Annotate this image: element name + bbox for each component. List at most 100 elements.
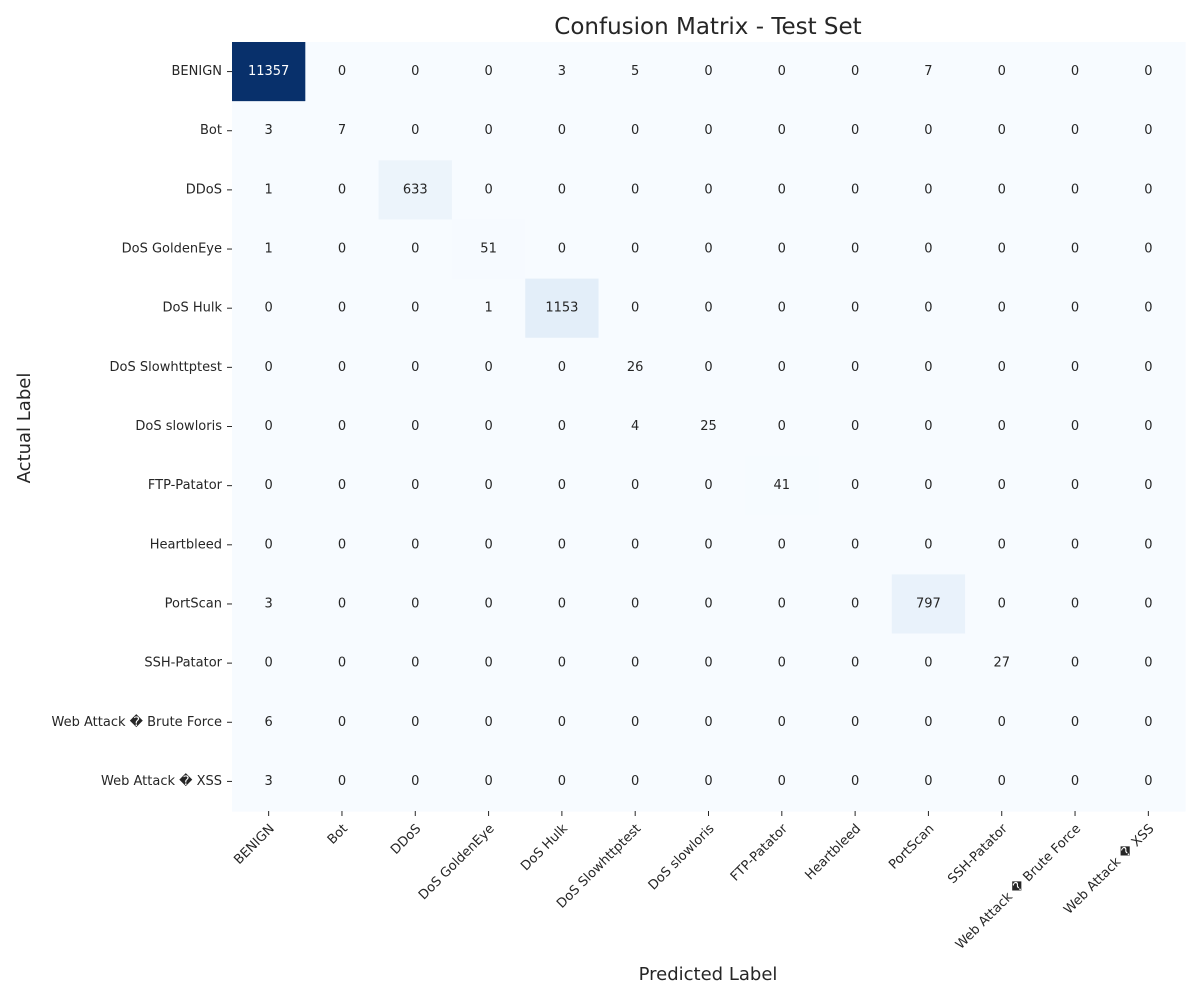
cell-value-label: 0 [558,478,566,493]
cell-value-label: 0 [1071,242,1079,257]
heatmap-cell [1038,515,1113,575]
heatmap-cell [745,456,820,516]
cell-value-label: 0 [778,656,786,671]
cell-value-label: 0 [411,537,419,552]
cell-value-label: 7 [924,64,932,79]
cell-value-label: 0 [1071,596,1079,611]
x-tick-label-ddos: DDoS [388,821,424,857]
cell-value-label: 0 [924,360,932,375]
y-tick-label-dos-goldeneye: DoS GoldenEye [122,242,222,257]
cell-value-label: 0 [484,478,492,493]
heatmap-cell [818,278,893,339]
cell-value-label: 0 [998,774,1006,789]
heatmap-cell [232,633,306,694]
heatmap-cell [818,633,893,694]
cell-value-label: 4 [631,419,639,434]
cell-value-label: 0 [704,123,712,138]
cell-value-label: 0 [704,301,712,316]
heatmap-cell [965,278,1039,339]
cell-value-label: 0 [1144,478,1152,493]
x-tick-label-dos-slowloris: DoS slowloris [646,821,718,893]
chart-title: Confusion Matrix - Test Set [554,14,861,40]
heatmap-cell [965,160,1039,221]
heatmap-cell [232,337,306,398]
heatmap-cell [598,692,673,753]
heatmap-cell [1111,42,1186,102]
heatmap-cell [598,101,673,161]
heatmap-cell [525,337,600,398]
y-tick-label-benign: BENIGN [172,64,223,79]
cell-value-label: 0 [851,301,859,316]
cell-value-label: 0 [1071,360,1079,375]
heatmap-cell [378,751,453,812]
cell-value-label: 0 [484,419,492,434]
cell-value-label: 0 [484,360,492,375]
cell-value-label: 0 [851,537,859,552]
cell-value-label: 0 [851,64,859,79]
cell-value-label: 0 [1144,360,1152,375]
x-axis-title: Predicted Label [639,964,778,985]
heatmap-cell [745,515,820,575]
heatmap-cell [305,515,380,575]
heatmap-cell [965,101,1039,161]
cell-value-label: 0 [265,360,273,375]
cell-value-label: 0 [265,478,273,493]
cell-value-label: 0 [484,123,492,138]
heatmap-cell [1038,42,1113,102]
heatmap-cell [598,160,673,221]
cell-value-label: 0 [1071,537,1079,552]
cell-value-label: 0 [631,182,639,197]
cell-value-label: 0 [558,537,566,552]
heatmap-cell [451,337,526,398]
heatmap-cell [378,633,453,694]
cell-value-label: 0 [851,360,859,375]
heatmap-cell [965,633,1039,694]
heatmap-cell [671,574,746,635]
heatmap-cell [891,101,966,161]
heatmap-cell [1038,751,1113,812]
heatmap-cell [378,160,453,221]
heatmap-cell [232,574,306,635]
y-axis-title: Actual Label [14,373,35,484]
cell-value-label: 0 [998,596,1006,611]
cell-value-label: 0 [484,596,492,611]
heatmap-cell [818,515,893,575]
heatmap-cell [598,633,673,694]
heatmap-cell [305,396,380,457]
cell-value-label: 3 [558,64,566,79]
cell-value-label: 0 [338,656,346,671]
heatmap-cell [1111,278,1186,339]
cell-value-label: 5 [631,64,639,79]
heatmap-cell [1111,219,1186,280]
heatmap-cell [451,160,526,221]
heatmap-cell [378,219,453,280]
heatmap-cell [671,751,746,812]
cell-value-label: 27 [993,656,1010,671]
cell-value-label: 0 [484,64,492,79]
cell-value-label: 0 [1144,419,1152,434]
heatmap-cell [671,515,746,575]
heatmap-cell [891,574,966,635]
y-tick-label-heartbleed: Heartbleed [150,537,222,552]
cell-value-label: 0 [1071,478,1079,493]
cell-value-label: 0 [778,182,786,197]
cell-value-label: 6 [265,715,273,730]
cell-value-label: 0 [558,715,566,730]
cell-value-label: 0 [411,774,419,789]
heatmap-cell [451,515,526,575]
heatmap-cell [1038,219,1113,280]
cell-value-label: 0 [924,301,932,316]
heatmap-cell [1111,515,1186,575]
cell-value-label: 0 [338,478,346,493]
heatmap-cell [891,751,966,812]
cell-value-label: 0 [778,419,786,434]
y-tick-label-ftp-patator: FTP-Patator [148,478,223,493]
cell-value-label: 0 [998,242,1006,257]
heatmap-cell [671,692,746,753]
y-tick-label-web-attack-brute-force: Web Attack � Brute Force [52,713,222,730]
cell-value-label: 11357 [248,64,289,79]
heatmap-cell [965,574,1039,635]
cell-value-label: 0 [924,478,932,493]
cell-value-label: 0 [558,774,566,789]
